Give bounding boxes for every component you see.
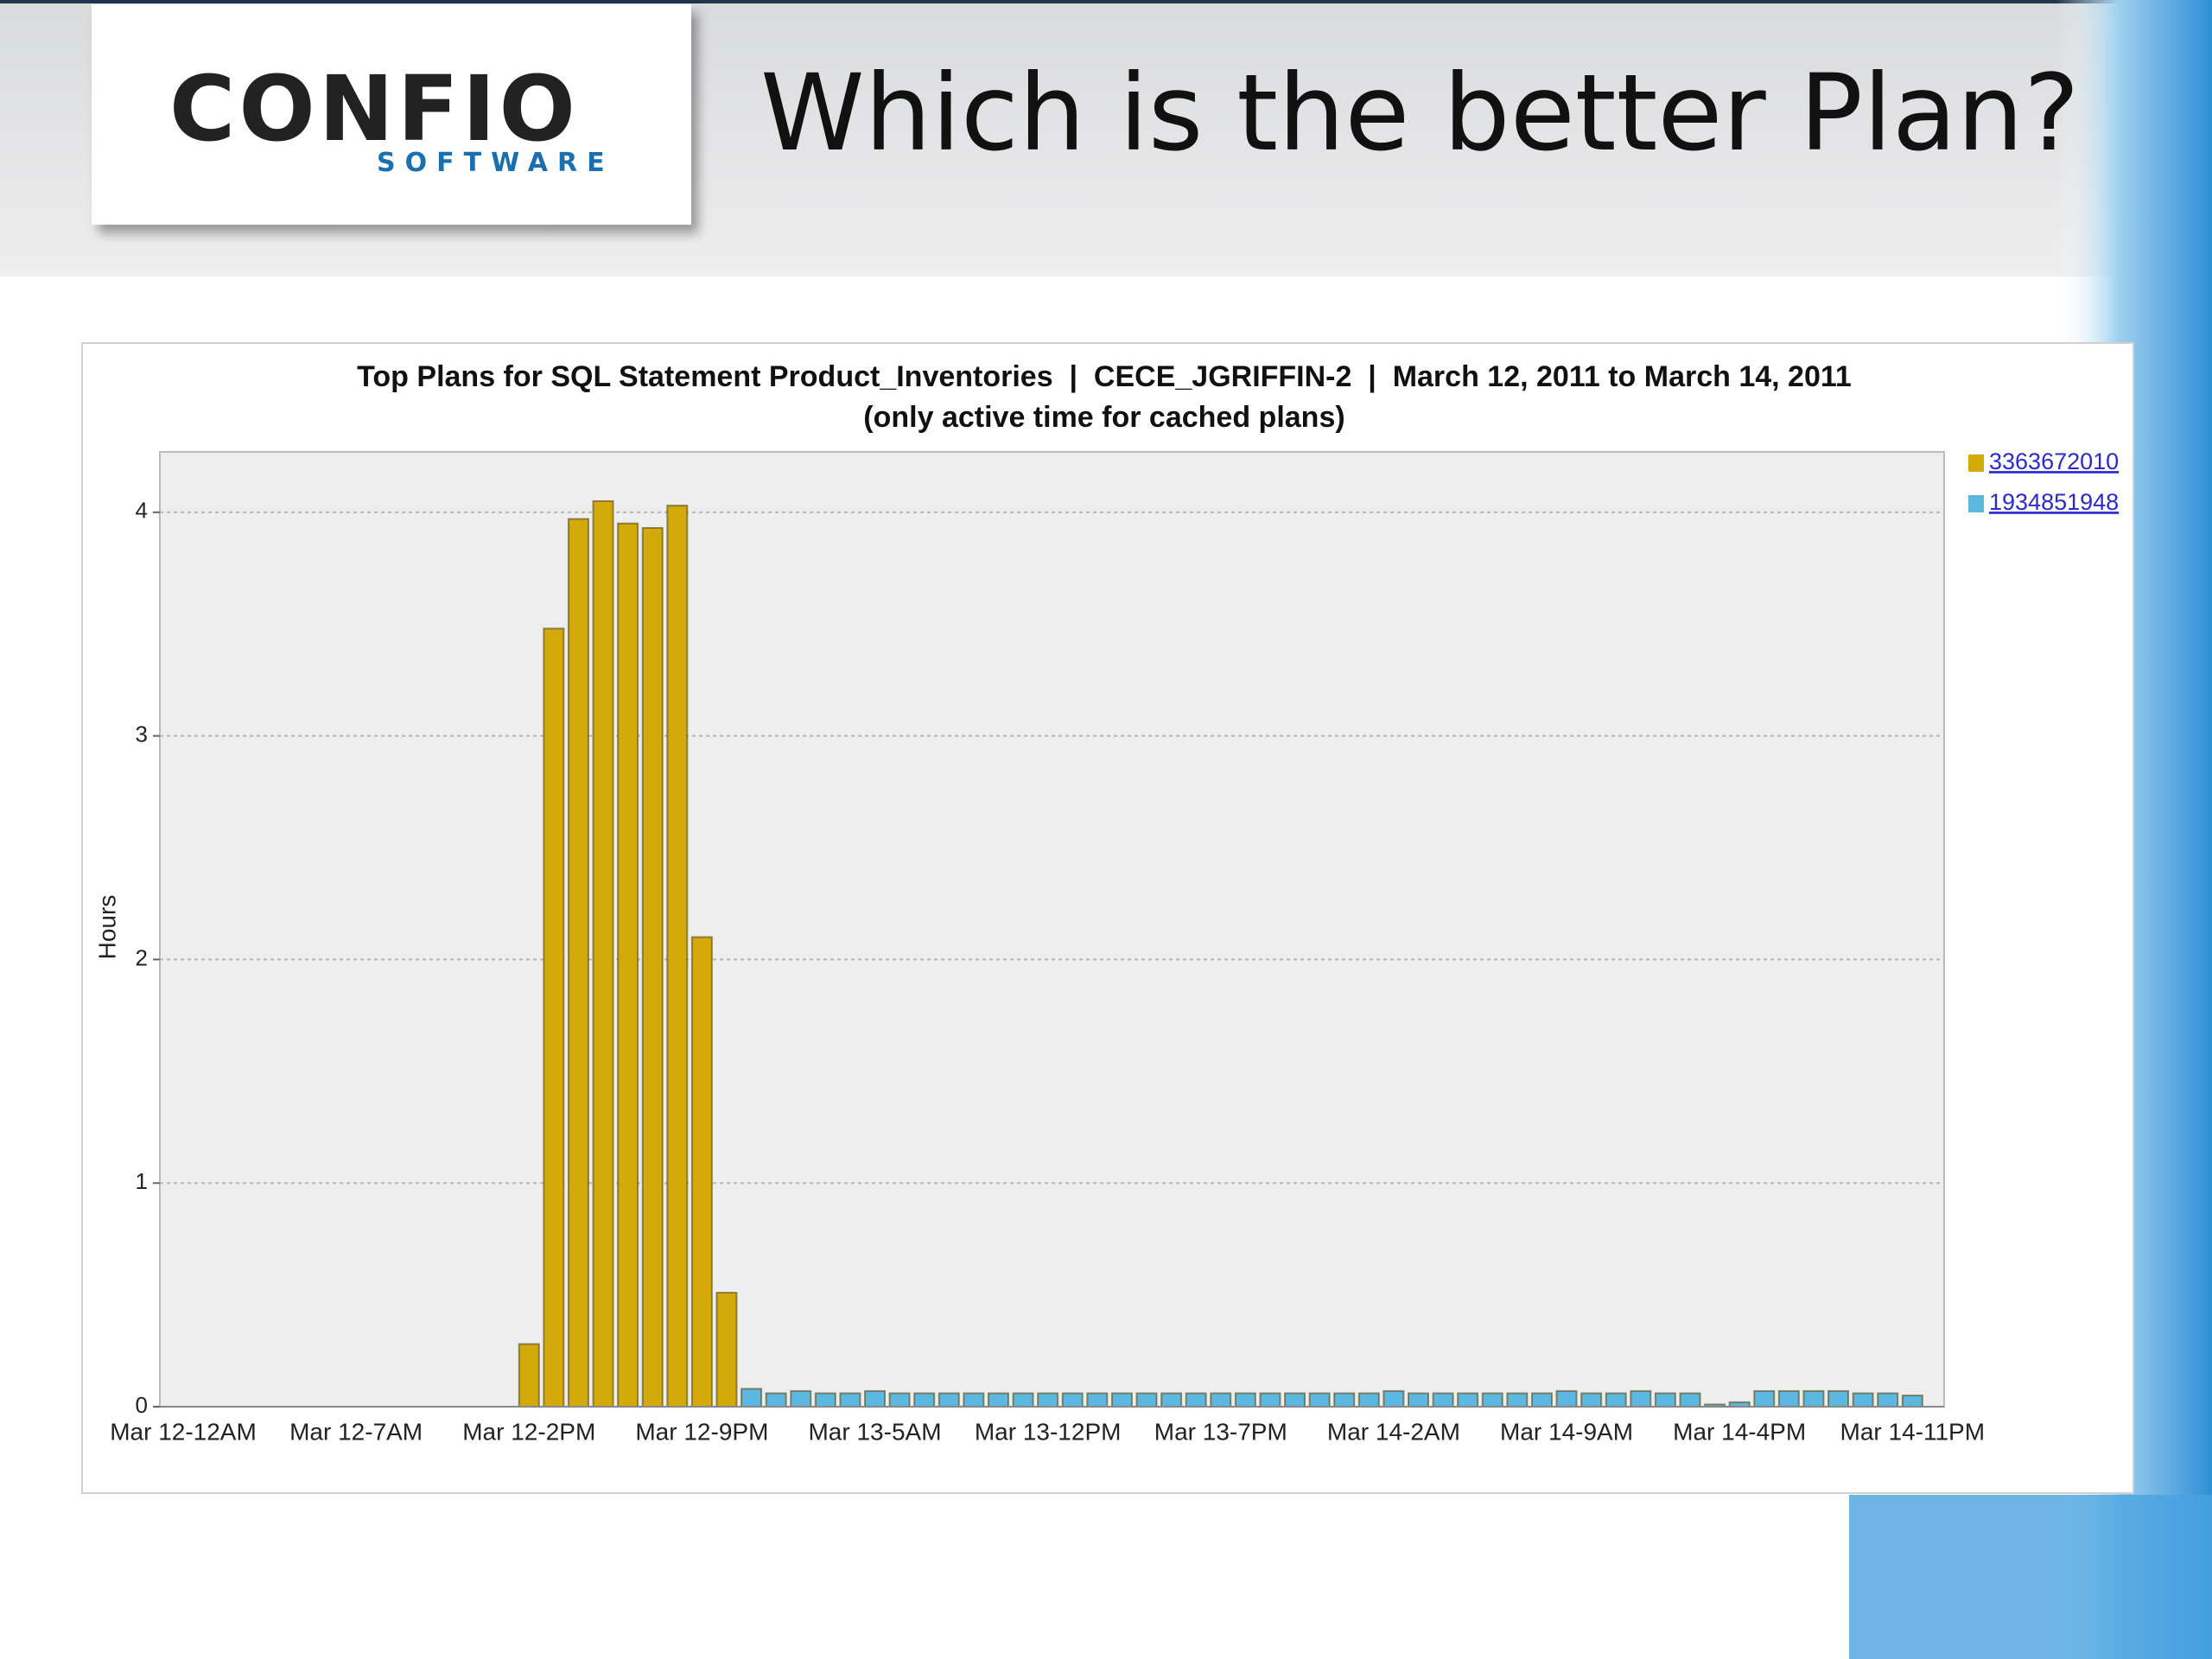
bar — [938, 1392, 960, 1408]
bar — [690, 936, 713, 1408]
x-tick-label: Mar 13-7PM — [1154, 1418, 1287, 1445]
x-tick-label: Mar 12-7AM — [289, 1418, 423, 1445]
chart-subtitle: (only active time for cached plans) — [863, 401, 1344, 434]
logo-tagline: SOFTWARE — [377, 148, 614, 178]
y-tick-label: 4 — [136, 498, 148, 524]
bar — [543, 627, 565, 1408]
logo-name: CONFIO — [169, 56, 579, 162]
bar — [1259, 1392, 1281, 1408]
bar — [1852, 1392, 1874, 1408]
chart-title: Top Plans for SQL Statement Product_Inve… — [357, 360, 1852, 393]
bar — [1357, 1392, 1380, 1408]
bar — [864, 1389, 887, 1408]
bar — [1901, 1395, 1923, 1408]
bar — [1234, 1392, 1256, 1408]
bar — [1877, 1392, 1899, 1408]
x-tick-label: Mar 12-9PM — [635, 1418, 768, 1445]
y-tick-label: 1 — [136, 1168, 148, 1194]
bar — [518, 1343, 540, 1408]
y-tick-label: 3 — [136, 721, 148, 747]
top-rule — [0, 0, 2212, 3]
legend-entry[interactable]: 1934851948 — [1989, 489, 2119, 515]
slide-title: Which is the better Plan? — [760, 52, 2080, 175]
x-tick-label: Mar 13-12PM — [975, 1418, 1122, 1445]
bar — [617, 522, 639, 1408]
bar — [1777, 1389, 1800, 1408]
bar — [1679, 1392, 1701, 1408]
bar — [1827, 1389, 1850, 1408]
bar — [814, 1392, 836, 1408]
x-tick-label: Mar 12-12AM — [110, 1418, 257, 1445]
bar — [839, 1392, 861, 1408]
bar — [1037, 1392, 1059, 1408]
bar — [1110, 1392, 1133, 1408]
bar — [1802, 1389, 1825, 1408]
bar — [913, 1392, 936, 1408]
bar — [592, 499, 614, 1408]
bar — [1555, 1389, 1578, 1408]
bar — [715, 1292, 738, 1408]
x-tick-label: Mar 14-11PM — [1840, 1418, 1986, 1445]
bar — [1605, 1392, 1627, 1408]
bar — [1308, 1392, 1331, 1408]
bar — [1654, 1392, 1676, 1408]
bar — [741, 1388, 763, 1408]
bar — [567, 518, 589, 1408]
bar — [765, 1392, 787, 1408]
bar — [1408, 1392, 1429, 1408]
bar — [1481, 1392, 1503, 1408]
legend-entry[interactable]: 3363672010 — [1989, 448, 2119, 474]
corner-decoration — [1849, 1495, 2212, 1659]
bar — [888, 1392, 911, 1408]
bar — [1580, 1392, 1603, 1408]
x-tick-label: Mar 14-4PM — [1673, 1418, 1806, 1445]
bar — [641, 526, 664, 1408]
bar — [1284, 1392, 1306, 1408]
bar — [963, 1392, 985, 1408]
bar — [987, 1392, 1009, 1408]
x-tick-label: Mar 14-2AM — [1327, 1418, 1460, 1445]
bar — [1506, 1392, 1529, 1408]
bar — [1432, 1392, 1454, 1408]
x-tick-label: Mar 12-2PM — [462, 1418, 595, 1445]
x-tick-label: Mar 13-5AM — [808, 1418, 941, 1445]
logo: CONFIO SOFTWARE — [92, 4, 691, 225]
bar — [1135, 1392, 1158, 1408]
bar — [1457, 1392, 1479, 1408]
y-tick-label: 2 — [136, 944, 148, 970]
bar — [666, 505, 689, 1408]
bar — [1630, 1389, 1652, 1408]
y-tick-label: 0 — [136, 1392, 148, 1418]
bar — [1185, 1392, 1207, 1408]
bar — [1086, 1392, 1109, 1408]
legend-swatch — [1968, 495, 1984, 512]
bar — [790, 1389, 812, 1408]
legend-swatch — [1968, 454, 1984, 472]
bar — [1382, 1389, 1405, 1408]
plot-area — [159, 451, 1945, 1408]
y-axis-label: Hours — [93, 895, 120, 960]
bar — [1333, 1392, 1356, 1408]
bar — [1061, 1392, 1084, 1408]
bar — [1210, 1392, 1232, 1408]
bar — [1012, 1392, 1034, 1408]
bar — [1753, 1389, 1776, 1408]
bar — [1530, 1392, 1553, 1408]
bar — [1160, 1392, 1183, 1408]
x-tick-label: Mar 14-9AM — [1500, 1418, 1633, 1445]
